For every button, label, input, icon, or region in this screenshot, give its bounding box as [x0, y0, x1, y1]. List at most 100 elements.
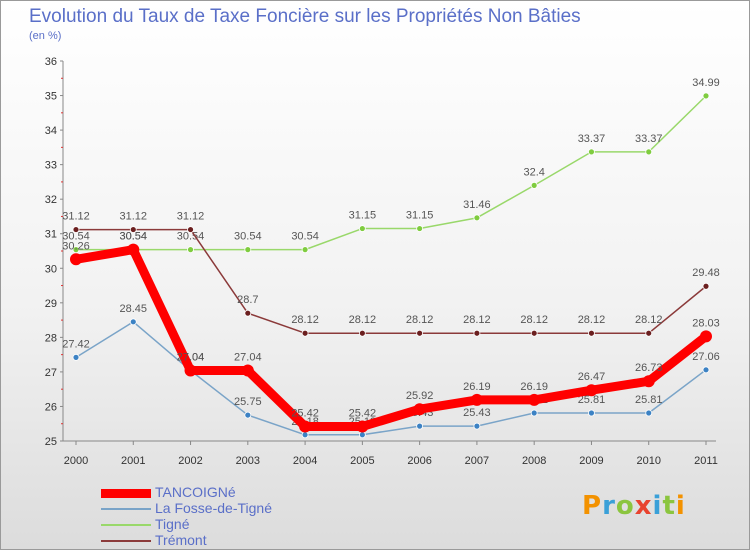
data-point	[184, 364, 197, 377]
y-tick-label: 27	[45, 367, 57, 379]
data-label: 26.19	[463, 381, 491, 393]
data-label: 26.19	[520, 381, 548, 393]
data-point	[530, 181, 538, 189]
data-label: 31.12	[62, 211, 90, 223]
data-point	[356, 420, 369, 433]
legend-swatch-la-fosse-de-tigne	[101, 508, 151, 510]
data-label: 33.37	[578, 133, 606, 145]
data-point	[473, 214, 481, 222]
data-label: 28.45	[120, 303, 148, 315]
data-label: 33.37	[635, 133, 663, 145]
data-point	[301, 246, 309, 254]
data-point	[129, 226, 137, 233]
data-label: 31.12	[177, 211, 205, 223]
y-tick-label: 26	[45, 401, 57, 413]
data-label: 29.48	[692, 267, 720, 279]
series-line	[75, 95, 707, 251]
logo-letter: o	[615, 491, 635, 521]
y-tick-label: 34	[45, 125, 57, 137]
legend-label: La Fosse-de-Tigné	[155, 500, 272, 516]
legend-swatch-tancoigne	[101, 489, 151, 498]
data-point	[358, 225, 366, 232]
data-label: 34.99	[692, 77, 720, 89]
data-label: 30.54	[234, 231, 262, 243]
data-label: 25.75	[234, 396, 262, 408]
data-label: 27.42	[62, 338, 90, 350]
data-label: 31.15	[349, 210, 377, 222]
data-label: 28.12	[578, 314, 606, 326]
chart-title: Evolution du Taux de Taxe Foncière sur l…	[29, 6, 581, 27]
y-tick-label: 25	[45, 436, 57, 448]
data-point	[358, 431, 366, 439]
data-point	[301, 329, 309, 337]
logo-letter: i	[652, 491, 663, 521]
series-tremont: 31.12 31.12 31.12 28.7 28.12 28.12 28.12 28.12 2…	[62, 211, 720, 337]
logo-letter: r	[602, 491, 616, 521]
data-point	[72, 246, 80, 254]
series-line	[71, 245, 711, 431]
data-point	[299, 420, 312, 433]
data-point	[241, 364, 254, 377]
data-point	[244, 246, 252, 254]
data-point	[358, 329, 366, 337]
data-point	[588, 148, 595, 156]
data-point	[187, 246, 194, 254]
data-label: 31.12	[120, 211, 148, 223]
legend-label: Trémont	[155, 532, 207, 548]
x-tick-label: 2009	[579, 455, 603, 467]
data-point	[416, 225, 424, 232]
x-tick-label: 2000	[64, 455, 88, 467]
x-tick-label: 2007	[465, 455, 489, 467]
data-point	[530, 409, 538, 417]
data-point	[72, 353, 80, 361]
data-point	[588, 409, 595, 417]
logo-letter: t	[662, 491, 676, 521]
data-label: 31.15	[406, 210, 434, 222]
legend-swatch-tremont	[101, 540, 151, 542]
y-tick-label: 28	[45, 332, 57, 344]
y-tick-label: 32	[45, 194, 57, 206]
data-point	[645, 409, 653, 417]
logo-letter: x	[634, 491, 653, 521]
data-point	[588, 329, 595, 337]
data-label: 28.12	[291, 314, 319, 326]
data-label: 30.54	[120, 231, 148, 243]
series-line	[75, 228, 707, 334]
data-point	[129, 318, 137, 326]
data-label: 32.4	[523, 166, 544, 178]
y-tick-label: 31	[45, 229, 57, 241]
data-label: 28.12	[520, 314, 548, 326]
unit-label: (en %)	[29, 30, 62, 42]
data-point	[413, 403, 426, 416]
data-label: 28.7	[237, 294, 258, 306]
data-point	[700, 330, 712, 343]
logo-letter: P	[582, 491, 603, 521]
data-point	[528, 393, 541, 406]
data-label: 25.81	[578, 394, 606, 406]
data-label: 31.46	[463, 199, 491, 211]
legend-label: Tigné	[155, 516, 190, 532]
data-label: 27.04	[177, 352, 205, 364]
x-tick-label: 2003	[236, 455, 260, 467]
data-label: 28.03	[692, 317, 720, 329]
x-tick-label: 2008	[522, 455, 546, 467]
data-point	[187, 226, 194, 233]
legend-label: TANCOIGNé	[155, 484, 236, 500]
data-point	[473, 422, 481, 430]
y-tick-label: 36	[45, 56, 57, 68]
y-tick-label: 29	[45, 298, 57, 310]
data-label: 25.92	[406, 390, 434, 402]
data-point	[416, 422, 424, 430]
data-label: 26.73	[635, 362, 663, 374]
data-label: 28.12	[463, 314, 491, 326]
data-point	[645, 148, 653, 156]
data-point	[642, 375, 655, 388]
proxiti-logo: Proxiti	[582, 491, 686, 521]
data-label: 26.47	[578, 371, 606, 383]
x-tick-label: 2001	[121, 455, 145, 467]
data-label: 25.42	[349, 407, 377, 419]
y-tick-label: 30	[45, 263, 57, 275]
data-point	[702, 282, 710, 290]
